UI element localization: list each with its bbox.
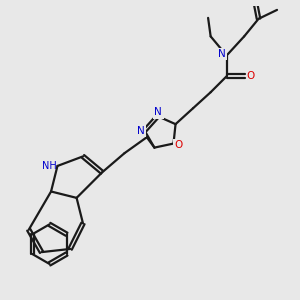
Text: NH: NH (42, 161, 57, 171)
Text: N: N (154, 107, 162, 117)
Text: N: N (137, 126, 145, 136)
Text: O: O (174, 140, 182, 150)
Text: O: O (247, 71, 255, 81)
Text: N: N (218, 49, 226, 59)
